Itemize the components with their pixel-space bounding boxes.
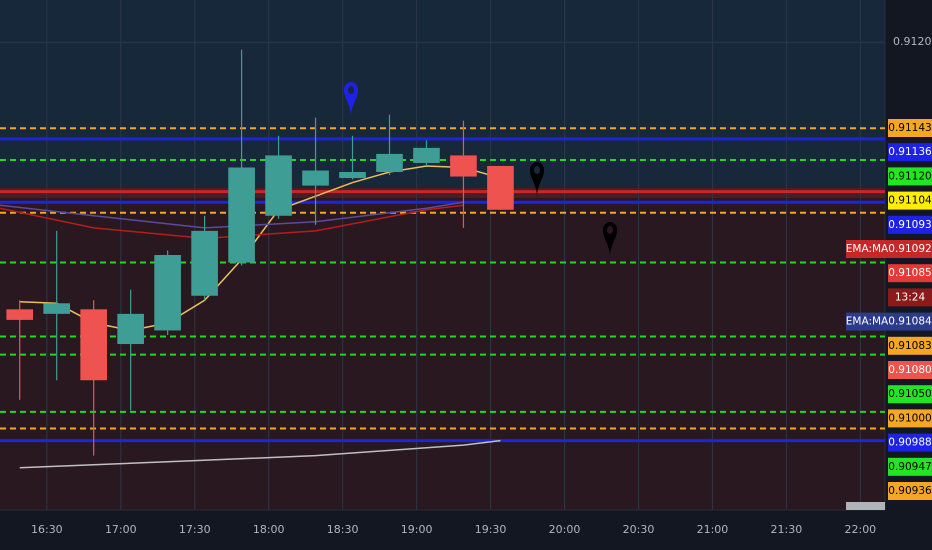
ma-line xyxy=(0,204,464,240)
price-tag-label: 0.90988 xyxy=(888,437,931,449)
candle-body xyxy=(80,309,107,381)
price-tag-label: 0.91000 xyxy=(888,412,931,424)
price-tag xyxy=(888,264,932,283)
x-tick-label: 16:30 xyxy=(31,523,63,536)
candle-body xyxy=(117,313,144,345)
plot xyxy=(0,0,885,510)
x-tick-label: 20:30 xyxy=(623,523,655,536)
price-tag-label: 0.91084 xyxy=(888,316,932,328)
price-tag xyxy=(888,482,932,500)
price-tag-prefix-box xyxy=(846,240,888,258)
price-tag-label: 0.91104 xyxy=(888,195,932,207)
candle-body xyxy=(228,167,255,263)
x-tick-label: 21:00 xyxy=(697,523,729,536)
price-tag-label: 0.90936 xyxy=(888,485,932,497)
lower-zone xyxy=(0,192,885,510)
ma-line xyxy=(0,201,464,229)
x-tick-label: 21:30 xyxy=(771,523,803,536)
price-tag-label: 0.91093 xyxy=(888,219,931,231)
candle-body xyxy=(6,309,34,320)
price-tag-label: 0.91083 xyxy=(888,340,931,352)
candle-body xyxy=(43,303,71,314)
candle-body xyxy=(487,165,514,210)
time-axis xyxy=(0,510,885,550)
price-tag xyxy=(888,288,932,307)
x-tick-label: 20:00 xyxy=(549,523,581,536)
price-tag xyxy=(888,361,932,379)
price-tag xyxy=(888,336,932,355)
price-tag-prefix: EMA:MA xyxy=(846,243,889,255)
price-tag-label: 0.91080 xyxy=(888,364,931,376)
price-tag xyxy=(888,385,932,404)
price-tag-label: 0.91143 xyxy=(888,122,931,134)
price-tag xyxy=(888,433,932,452)
x-tick-label: 17:30 xyxy=(179,523,211,536)
candle-body xyxy=(302,170,329,186)
price-tag-prefix-box xyxy=(846,312,888,331)
marker-pin xyxy=(343,81,359,117)
candle-body xyxy=(450,155,477,177)
candle-body xyxy=(265,155,292,216)
price-tag xyxy=(888,143,932,162)
candle-body xyxy=(191,230,218,296)
price-tag xyxy=(888,215,932,234)
price-tag-label: 13:24 xyxy=(895,291,926,303)
x-tick-label: 19:30 xyxy=(475,523,507,536)
price-tag xyxy=(888,312,932,331)
price-tag-label: 0.91050 xyxy=(888,388,931,400)
candle-body xyxy=(339,172,366,179)
marker-pin xyxy=(602,221,618,257)
x-tick-label: 18:00 xyxy=(253,523,285,536)
x-tick-label: 18:30 xyxy=(327,523,359,536)
price-tag-label: 0.91136 xyxy=(888,146,932,158)
price-tag xyxy=(888,191,932,210)
upper-zone xyxy=(0,0,885,192)
x-tick-label: 17:00 xyxy=(105,523,137,536)
x-tick-label: 19:00 xyxy=(401,523,433,536)
price-tag xyxy=(888,457,932,476)
marker-pin xyxy=(529,161,545,197)
candle-body xyxy=(154,255,181,331)
price-tag xyxy=(888,240,932,258)
price-tag xyxy=(888,119,932,137)
price-tag xyxy=(888,167,932,186)
candle-body xyxy=(376,153,403,173)
ma-line xyxy=(19,439,501,469)
candle-body xyxy=(413,147,440,163)
x-tick-label: 22:00 xyxy=(844,523,876,536)
price-tag-label: 0.91092 xyxy=(888,243,931,255)
corner-box xyxy=(846,502,885,510)
price-tag-label: 0.91085 xyxy=(888,267,931,279)
price-tag-label: 0.91120 xyxy=(888,170,931,182)
pin-icons xyxy=(343,81,618,257)
price-tag xyxy=(888,409,932,428)
price-tag-label: 0.90947 xyxy=(888,461,931,473)
price-tag-prefix: EMA:MA xyxy=(846,316,889,328)
